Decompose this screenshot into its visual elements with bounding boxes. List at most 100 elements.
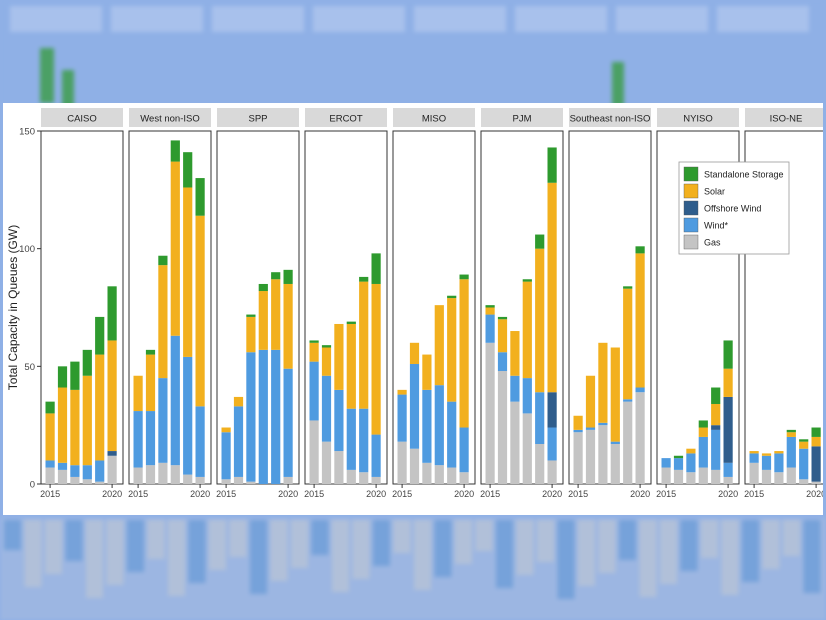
y-axis-label: Total Capacity in Queues (GW) <box>6 225 20 390</box>
backdrop-bar <box>229 520 247 557</box>
bar-segment-gas <box>623 401 633 484</box>
bar-segment-gas <box>246 481 256 484</box>
bar-segment-wind <box>786 436 796 468</box>
bar-segment-solar <box>774 451 784 454</box>
bar-segment-storage <box>82 349 92 376</box>
bar-segment-solar <box>786 432 796 437</box>
bar-segment-solar <box>422 354 432 390</box>
bar-segment-gas <box>799 479 809 484</box>
legend-swatch-gas <box>683 234 699 250</box>
bar-segment-storage <box>309 340 319 343</box>
bar-segment-solar <box>686 448 696 454</box>
bar-segment-gas <box>761 469 772 484</box>
bar-segment-solar <box>799 441 809 449</box>
backdrop-bar <box>291 520 308 568</box>
bar-segment-gas <box>598 425 608 484</box>
bar-segment-solar <box>70 389 80 466</box>
bar-segment-wind <box>258 349 268 484</box>
bar-segment-gas <box>774 472 784 484</box>
bar-segment-wind <box>70 465 80 477</box>
backdrop-bar <box>147 520 165 559</box>
bar-segment-solar <box>221 427 231 433</box>
panel-caiso: CAISO 2015 2020 <box>40 108 124 499</box>
bar-segment-gas <box>723 476 733 484</box>
backdrop-bar <box>4 520 21 550</box>
backdrop-bar <box>311 520 329 555</box>
bar-segment-wind <box>711 429 721 470</box>
y-tick-label: 50 <box>24 362 35 373</box>
bar-segment-gas <box>434 465 444 484</box>
bar-segment-wind <box>195 406 205 477</box>
bar-segment-storage <box>786 429 796 433</box>
legend-label-offshore-wind: Offshore Wind <box>704 204 761 214</box>
backdrop-bar <box>639 520 657 597</box>
backdrop-bar <box>475 520 493 551</box>
bar-segment-wind <box>510 375 520 402</box>
panel-ercot: ERCOT 2015 2020 <box>304 108 388 499</box>
bar-segment-gas <box>145 465 156 484</box>
bar-segment-solar <box>133 375 143 412</box>
legend: Standalone Storage Solar Offshore Wind Wind… <box>678 161 790 255</box>
bar-segment-offshore <box>711 425 721 430</box>
bar-segment-gas <box>233 476 244 484</box>
bar-segment-storage <box>811 427 821 437</box>
bar-segment-gas <box>686 472 696 484</box>
backdrop-bar <box>352 520 370 579</box>
bar-segment-wind <box>133 411 143 468</box>
x-tick-label: 2015 <box>392 489 412 499</box>
backdrop-bar <box>332 520 349 592</box>
backdrop-strip <box>515 6 607 32</box>
bar-segment-wind <box>585 427 596 430</box>
bar-segment-storage <box>799 439 809 442</box>
bar-segment-storage <box>535 234 545 249</box>
bar-segment-solar <box>107 340 117 452</box>
facet-label: West non-ISO <box>140 114 200 125</box>
bar-segment-storage <box>698 420 708 428</box>
bar-segment-solar <box>497 319 508 353</box>
bar-segment-solar <box>195 215 205 407</box>
chart-card: Total Capacity in Queues (GW) 0 50 100 150 CA… <box>3 103 823 515</box>
bar-segment-wind <box>573 429 583 433</box>
bar-segment-wind <box>799 448 809 480</box>
bar-segment-wind <box>158 378 168 463</box>
bar-segment-solar <box>82 375 92 466</box>
bar-segment-wind <box>774 453 784 473</box>
bar-segment-solar <box>45 413 55 461</box>
bar-segment-storage <box>547 147 557 183</box>
bar-segment-gas <box>661 467 671 484</box>
bar-segment-wind <box>309 361 319 421</box>
y-tick-label: 150 <box>19 127 35 138</box>
bar-segment-solar <box>485 307 495 315</box>
bar-segment-gas <box>309 420 319 484</box>
x-tick-label: 2015 <box>40 489 60 499</box>
x-tick-label: 2015 <box>568 489 588 499</box>
bar-segment-offshore <box>723 396 733 463</box>
bar-segment-storage <box>371 253 381 284</box>
bar-segment-gas <box>749 462 759 484</box>
bar-segment-wind <box>623 399 633 402</box>
backdrop-bar <box>803 520 821 593</box>
x-tick-label: 2015 <box>744 489 764 499</box>
x-tick-label: 2020 <box>806 489 823 499</box>
backdrop-strip <box>616 6 708 32</box>
facet-label: NYISO <box>683 114 713 125</box>
bar-segment-solar <box>623 288 633 400</box>
backdrop-bar <box>106 520 124 585</box>
bar-segment-storage <box>485 305 495 308</box>
backdrop-bar <box>127 520 144 572</box>
bar-segment-wind <box>233 406 244 477</box>
backdrop-bar <box>40 48 54 103</box>
bar-segment-gas <box>359 472 369 484</box>
bar-segment-solar <box>397 389 407 395</box>
bar-segment-wind <box>434 385 444 466</box>
bar-segment-gas <box>422 462 432 484</box>
backdrop-bar <box>455 520 472 564</box>
bar-segment-solar <box>183 187 193 357</box>
bar-segment-solar <box>346 323 356 409</box>
bar-segment-gas <box>485 342 495 484</box>
bar-segment-gas <box>346 469 356 484</box>
panel-miso: MISO 2015 2020 <box>392 108 476 499</box>
facet-strip <box>657 108 739 127</box>
bar-segment-wind <box>397 394 407 442</box>
backdrop-bar <box>393 520 411 553</box>
